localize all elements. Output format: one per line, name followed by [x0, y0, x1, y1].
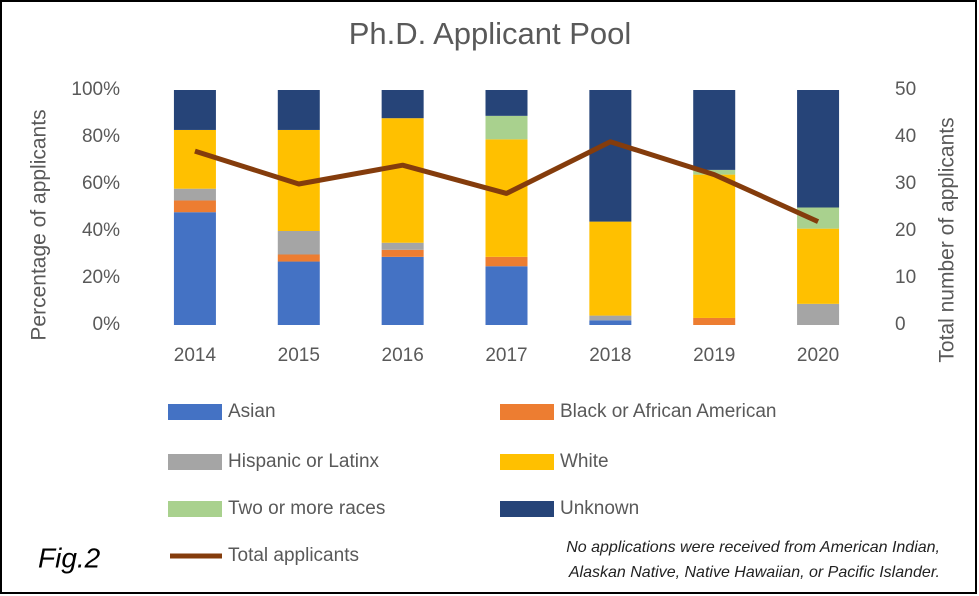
y2-tick-label: 50 [895, 79, 916, 100]
bar-segment [277, 261, 320, 325]
bar-segment [589, 320, 632, 325]
bar-segment [589, 221, 632, 316]
y2-axis-title: Total number of applicants [936, 117, 959, 362]
bar-segment [485, 90, 528, 116]
bar-segment [797, 90, 840, 208]
x-tick-label: 2017 [485, 345, 527, 366]
bar-segment [485, 256, 528, 267]
y-tick-label: 100% [71, 79, 120, 100]
bar-segment [485, 139, 528, 257]
bar-segment [173, 212, 216, 325]
bar-segment [381, 249, 424, 257]
bar-segment [485, 115, 528, 140]
legend-swatch [168, 404, 222, 420]
bar-segment [797, 207, 840, 229]
y2-tick-label: 0 [895, 314, 906, 335]
bar-segment [381, 242, 424, 250]
bar-segment [693, 90, 736, 170]
bar-segment [173, 188, 216, 201]
bar-segment [173, 90, 216, 130]
legend-label: Total applicants [228, 545, 359, 566]
bar-segment [589, 90, 632, 222]
legend-swatch [168, 454, 222, 470]
bar-segment [589, 315, 632, 321]
legend-swatch [500, 404, 554, 420]
bar-segment [173, 200, 216, 213]
y2-tick-label: 20 [895, 220, 916, 241]
bar-segment [173, 129, 216, 189]
legend-label: Two or more races [228, 498, 385, 519]
bar-segment [381, 90, 424, 119]
note: Alaskan Native, Native Hawaiian, or Paci… [568, 564, 940, 581]
x-tick-label: 2016 [382, 345, 424, 366]
bar-segment [693, 174, 736, 318]
legend-label: Hispanic or Latinx [228, 451, 380, 472]
y2-tick-label: 10 [895, 267, 916, 288]
legend-label: Unknown [560, 498, 639, 519]
bar-segment [277, 254, 320, 262]
y-tick-label: 40% [82, 220, 120, 241]
x-tick-label: 2020 [797, 345, 839, 366]
legend-label: Black or African American [560, 401, 776, 422]
y-tick-label: 0% [93, 314, 121, 335]
bar-segment [693, 317, 736, 325]
legend-swatch [168, 501, 222, 517]
bar-segment [277, 90, 320, 130]
bar-segment [797, 228, 840, 304]
y-tick-label: 20% [82, 267, 120, 288]
total-line [194, 139, 820, 224]
bar-segment [381, 118, 424, 243]
legend-swatch [500, 454, 554, 470]
y-axis-title: Percentage of applicants [28, 109, 51, 340]
y-tick-label: 60% [82, 173, 120, 194]
bar-segment [277, 231, 320, 255]
legend-swatch [500, 501, 554, 517]
bar-segment [381, 256, 424, 325]
x-tick-label: 2014 [174, 345, 217, 366]
figure-label: Fig.2 [38, 542, 101, 573]
chart-title: Ph.D. Applicant Pool [349, 16, 632, 51]
x-tick-label: 2015 [278, 345, 320, 366]
y2-tick-label: 40 [895, 126, 916, 147]
x-tick-label: 2019 [693, 345, 735, 366]
y-tick-label: 80% [82, 126, 120, 147]
bar-segment [485, 266, 528, 325]
y2-tick-label: 30 [895, 173, 916, 194]
legend-label: Asian [228, 401, 276, 422]
note: No applications were received from Ameri… [566, 539, 940, 556]
x-tick-label: 2018 [589, 345, 631, 366]
bar-segment [797, 303, 840, 325]
legend-label: White [560, 451, 609, 472]
